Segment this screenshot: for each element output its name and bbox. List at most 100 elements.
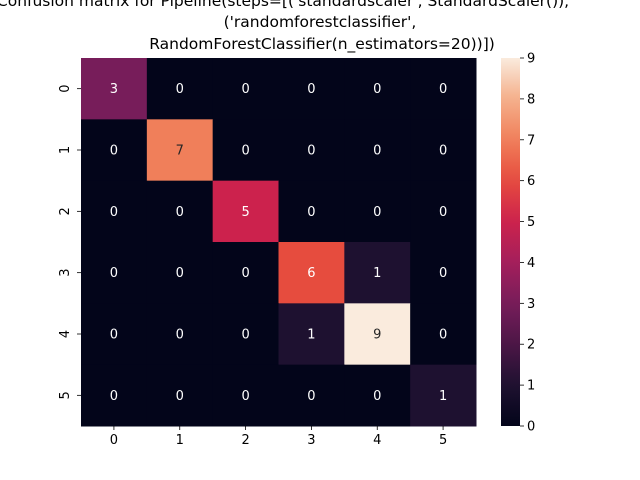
heatmap-cell xyxy=(278,58,345,120)
cell-value-label: 0 xyxy=(439,328,447,343)
cell-value-label: 6 xyxy=(307,266,315,281)
heatmap-cell xyxy=(212,180,279,243)
cell-value-label: 0 xyxy=(439,266,447,281)
cell-value-label: 0 xyxy=(176,266,184,281)
colorbar-tick-label: 1 xyxy=(527,379,535,394)
heatmap-cell xyxy=(344,364,411,427)
cell-value-label: 1 xyxy=(307,328,315,343)
heatmap-cell xyxy=(278,119,345,182)
cell-value-label: 0 xyxy=(110,266,118,281)
cell-value-label: 0 xyxy=(439,82,447,97)
cell-value-label: 0 xyxy=(307,205,315,220)
heatmap-cell xyxy=(278,180,345,243)
y-tick-label: 0 xyxy=(58,85,73,93)
title-line-1: ('randomforestclassifier', xyxy=(224,13,417,31)
heatmap-cell xyxy=(410,180,477,243)
heatmap-cell xyxy=(81,303,148,366)
heatmap-cell xyxy=(410,303,477,366)
heatmap-cell xyxy=(146,364,214,427)
colorbar-tick-label: 3 xyxy=(527,297,535,312)
cell-value-label: 1 xyxy=(439,389,447,404)
chart-title: Confusion matrix for Pipeline(steps=[('s… xyxy=(0,0,569,54)
y-tick-label: 2 xyxy=(58,207,73,215)
cell-value-label: 0 xyxy=(176,205,184,220)
cell-value-label: 0 xyxy=(241,328,249,343)
cell-value-label: 0 xyxy=(373,205,381,220)
heatmap-cell xyxy=(146,242,214,304)
cell-value-label: 0 xyxy=(241,82,249,97)
heatmap-cell xyxy=(212,119,279,182)
x-tick-label: 2 xyxy=(241,433,249,448)
heatmap-cell xyxy=(344,180,411,243)
colorbar-tick-label: 7 xyxy=(527,133,535,148)
y-tick-label: 4 xyxy=(58,330,73,338)
colorbar-tick-label: 5 xyxy=(527,215,535,230)
x-tick-label: 5 xyxy=(439,433,447,448)
x-tick-label: 4 xyxy=(373,433,381,448)
x-axis: 0 1 2 3 4 5 xyxy=(110,426,447,448)
heatmap-cell xyxy=(212,303,279,366)
heatmap-cell xyxy=(212,58,279,120)
heatmap-cell xyxy=(212,242,279,304)
heatmap-cell xyxy=(146,303,214,366)
y-tick-label: 5 xyxy=(58,391,73,399)
x-tick-label: 3 xyxy=(307,433,315,448)
cell-value-label: 0 xyxy=(439,205,447,220)
cell-value-label: 0 xyxy=(241,144,249,159)
heatmap-cell xyxy=(410,364,477,427)
cell-value-label: 0 xyxy=(307,82,315,97)
colorbar-tick-label: 2 xyxy=(527,338,535,353)
title-line-2: RandomForestClassifier(n_estimators=20))… xyxy=(149,35,495,54)
x-tick-label: 0 xyxy=(110,433,118,448)
heatmap-cell xyxy=(81,180,148,243)
cell-value-label: 9 xyxy=(373,328,381,343)
heatmap-cell xyxy=(344,58,411,120)
cell-value-label: 0 xyxy=(110,144,118,159)
heatmap-cell xyxy=(344,242,411,304)
colorbar-tick-label: 9 xyxy=(527,52,535,67)
cell-value-label: 3 xyxy=(110,82,118,97)
heatmap-cell xyxy=(146,119,214,182)
heatmap-cell xyxy=(81,242,148,304)
heatmap-cell xyxy=(146,180,214,243)
heatmap-cell xyxy=(81,119,148,182)
cell-value-label: 0 xyxy=(241,266,249,281)
cell-value-label: 0 xyxy=(373,82,381,97)
cell-value-label: 0 xyxy=(110,389,118,404)
cell-value-label: 0 xyxy=(439,144,447,159)
heatmap-cell xyxy=(81,364,148,427)
heatmap-cells: 3 0 0 0 0 0 0 7 0 0 0 0 0 0 5 0 0 0 0 0 0 6 1 0 0 0 0 1 9 0 0 0 0 0 0 1 xyxy=(81,58,477,427)
cell-value-label: 5 xyxy=(241,205,249,220)
heatmap-cell xyxy=(146,58,214,120)
heatmap-cell xyxy=(278,242,345,304)
heatmap-cell xyxy=(212,364,279,427)
title-line-0: Confusion matrix for Pipeline(steps=[('s… xyxy=(0,0,569,10)
y-axis: 0 1 2 3 4 5 xyxy=(58,85,81,399)
colorbar-tick-label: 6 xyxy=(527,174,535,189)
cell-value-label: 0 xyxy=(176,328,184,343)
heatmap-cell xyxy=(278,364,345,427)
cell-value-label: 7 xyxy=(176,144,184,159)
x-tick-label: 1 xyxy=(176,433,184,448)
heatmap-cell xyxy=(410,242,477,304)
cell-value-label: 0 xyxy=(373,389,381,404)
heatmap-cell xyxy=(410,58,477,120)
colorbar-gradient xyxy=(501,58,520,426)
cell-value-label: 0 xyxy=(176,389,184,404)
cell-value-label: 0 xyxy=(110,328,118,343)
colorbar-tick-label: 0 xyxy=(527,420,535,435)
cell-value-label: 1 xyxy=(373,266,381,281)
colorbar-tick-label: 4 xyxy=(527,256,535,271)
y-tick-label: 3 xyxy=(58,269,73,277)
heatmap-cell xyxy=(278,303,345,366)
cell-value-label: 0 xyxy=(241,389,249,404)
cell-value-label: 0 xyxy=(110,205,118,220)
cell-value-label: 0 xyxy=(307,389,315,404)
heatmap-cell xyxy=(410,119,477,182)
cell-value-label: 0 xyxy=(373,144,381,159)
heatmap-cell xyxy=(344,303,411,366)
heatmap-cell xyxy=(344,119,411,182)
colorbar-tick-label: 8 xyxy=(527,92,535,107)
heatmap-cell xyxy=(81,58,148,120)
